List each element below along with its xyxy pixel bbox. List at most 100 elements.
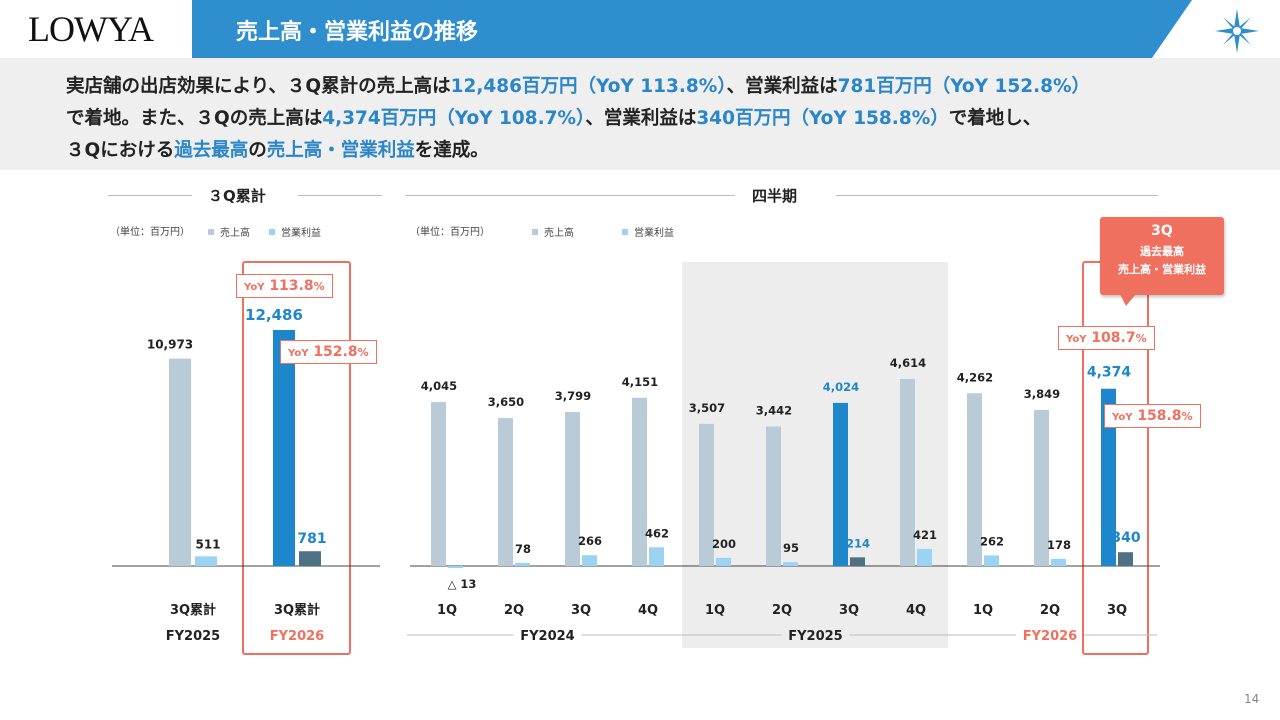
bar-sales-quarter: [699, 423, 714, 566]
x-tick-label: 1Q: [973, 603, 993, 618]
x-tick-label: 3Q: [571, 603, 591, 618]
right-legend-sales: 売上高: [532, 224, 574, 239]
bar-sales-quarter: [900, 379, 915, 566]
bar-sales-quarter: [967, 393, 982, 566]
data-label-profit: 78: [515, 542, 531, 556]
yoy-badge-cumulative-profit: YoY 152.8%: [280, 340, 377, 364]
x-tick-label: 2Q: [1040, 603, 1060, 618]
data-label-profit: 781: [297, 531, 326, 547]
right-panel-title: 四半期: [752, 187, 798, 205]
x-tick-label: 4Q: [638, 603, 658, 618]
x-tick-label: 3Q累計: [274, 602, 320, 618]
x-tick-label: 1Q: [705, 603, 725, 618]
data-label-sales: 4,045: [421, 379, 457, 393]
summary-highlight: 12,486百万円（YoY 113.8%）: [450, 76, 727, 97]
data-label-sales: 4,151: [622, 375, 658, 389]
summary-text: 、営業利益は: [585, 108, 697, 129]
summary-line-1: 実店舗の出店効果により、３Q累計の売上高は12,486百万円（YoY 113.8…: [66, 72, 1090, 98]
bar-sales-quarter: [766, 426, 781, 566]
left-title-rule-right: [298, 195, 382, 196]
fiscal-year-label: FY2025: [788, 629, 842, 644]
brand-logo: LOWYA: [28, 9, 154, 49]
bar-profit-quarter: [448, 566, 463, 568]
right-title-rule-left: [405, 195, 735, 196]
bar-profit-quarter: [716, 557, 731, 566]
yoy-badge-quarter-sales: YoY 108.7%: [1058, 326, 1155, 350]
data-label-profit: △ 13: [448, 577, 477, 591]
summary-line-2: で着地。また、３Qの売上高は4,374百万円（YoY 108.7%）、営業利益は…: [66, 104, 1041, 130]
x-tick-label: 3Q累計: [170, 602, 216, 618]
data-label-sales: 4,374: [1087, 365, 1132, 381]
title-band: [192, 0, 1192, 58]
record-high-callout: 3Q 過去最高 売上高・営業利益: [1100, 217, 1224, 295]
callout-quarter: 3Q: [1151, 223, 1173, 239]
callout-metrics: 売上高・営業利益: [1118, 263, 1206, 276]
data-label-sales: 3,799: [555, 389, 591, 403]
fiscal-year-label: FY2025: [166, 629, 220, 644]
bar-profit-quarter: [1118, 552, 1133, 566]
header: LOWYA 売上高・営業利益の推移: [0, 0, 1280, 58]
x-tick-label: 3Q: [1107, 603, 1127, 618]
left-legend-profit: 営業利益: [269, 224, 321, 239]
data-label-sales: 3,650: [488, 395, 524, 409]
summary-highlight: 過去最高: [174, 140, 249, 161]
bar-sales-cumulative: [273, 330, 295, 566]
x-tick-label: 2Q: [504, 603, 524, 618]
data-label-profit: 214: [846, 536, 870, 550]
bar-profit-quarter: [850, 557, 865, 566]
compass-star-icon: [1215, 9, 1259, 53]
bar-sales-quarter: [1034, 410, 1049, 566]
bar-sales-quarter: [431, 402, 446, 566]
summary-highlight: 4,374百万円（YoY 108.7%）: [322, 108, 586, 129]
data-label-profit: 178: [1047, 538, 1071, 552]
summary-text: で着地。また、３Qの売上高は: [66, 108, 323, 129]
data-label-profit: 511: [195, 537, 220, 551]
data-label-profit: 200: [712, 537, 736, 551]
data-label-sales: 12,486: [245, 306, 303, 324]
x-tick-label: 3Q: [839, 603, 859, 618]
bar-profit-cumulative: [299, 551, 321, 566]
right-unit-label: （単位：百万円）: [410, 227, 490, 238]
left-title-rule-left: [108, 195, 192, 196]
left-panel-title: ３Q累計: [208, 187, 266, 205]
data-label-sales: 3,849: [1024, 387, 1060, 401]
data-label-sales: 3,507: [689, 401, 725, 415]
summary-text: で着地し、: [948, 108, 1042, 129]
callout-tail: [1120, 294, 1136, 306]
data-label-profit: 421: [913, 528, 937, 542]
bar-sales-quarter: [833, 402, 848, 566]
bar-sales-cumulative: [169, 358, 191, 566]
fiscal-year-label: FY2024: [520, 629, 574, 644]
bar-sales-quarter: [498, 418, 513, 566]
data-label-sales: 4,262: [957, 370, 993, 384]
bar-profit-quarter: [917, 548, 932, 566]
bar-profit-quarter: [984, 555, 999, 566]
right-title-rule-right: [836, 195, 1158, 196]
summary-text: 実店舗の出店効果により、３Q累計の売上高は: [66, 76, 451, 97]
page-number: 14: [1244, 692, 1260, 706]
bar-sales-quarter: [1101, 388, 1116, 566]
bar-profit-quarter: [1051, 558, 1066, 566]
data-label-profit: 462: [645, 526, 669, 540]
data-label-profit: 266: [578, 534, 602, 548]
bar-sales-quarter: [565, 412, 580, 566]
right-legend-profit: 営業利益: [622, 224, 674, 239]
summary-text: の: [248, 140, 267, 161]
x-tick-label: 2Q: [772, 603, 792, 618]
callout-record: 過去最高: [1140, 245, 1184, 258]
page-title: 売上高・営業利益の推移: [236, 20, 479, 45]
legend-swatch-profit: [622, 229, 628, 235]
legend-swatch-sales: [208, 229, 214, 235]
bar-profit-quarter: [515, 562, 530, 566]
bar-sales-quarter: [632, 397, 647, 566]
summary-box: 実店舗の出店効果により、３Q累計の売上高は12,486百万円（YoY 113.8…: [0, 58, 1280, 170]
summary-highlight: 781百万円（YoY 152.8%）: [837, 76, 1091, 97]
bar-profit-quarter: [582, 555, 597, 566]
yoy-badge-cumulative-sales: YoY 113.8%: [236, 274, 333, 298]
fiscal-year-label: FY2026: [270, 629, 324, 644]
data-label-sales: 3,442: [756, 403, 792, 417]
summary-text: を達成。: [414, 140, 489, 161]
fiscal-year-label: FY2026: [1023, 629, 1077, 644]
highlight-frame-fy2026-cumulative: [242, 261, 351, 655]
